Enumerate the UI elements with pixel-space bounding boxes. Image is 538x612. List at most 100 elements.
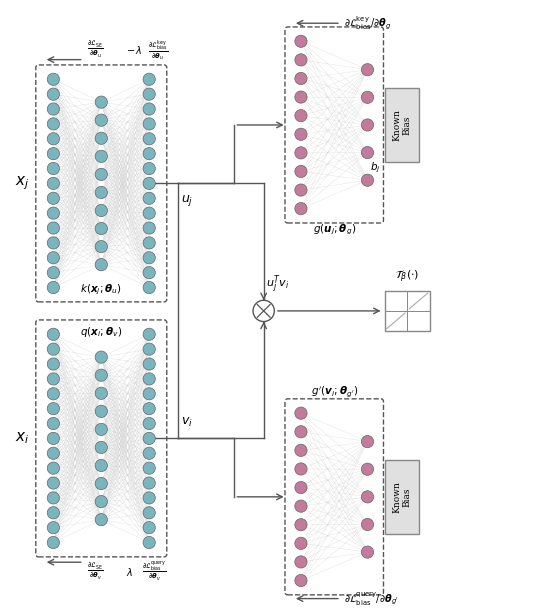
Circle shape: [47, 222, 60, 234]
Circle shape: [362, 436, 373, 448]
Circle shape: [47, 118, 60, 130]
Circle shape: [95, 150, 108, 162]
Text: $q(\boldsymbol{x}_i;\boldsymbol{\theta}_v)$: $q(\boldsymbol{x}_i;\boldsymbol{\theta}_…: [80, 325, 122, 339]
FancyBboxPatch shape: [385, 460, 419, 534]
Circle shape: [95, 96, 108, 108]
Circle shape: [47, 88, 60, 100]
Circle shape: [143, 403, 155, 415]
Text: $\frac{\partial \mathcal{L}_{\rm SE}}{\partial \boldsymbol{\theta}_v}$: $\frac{\partial \mathcal{L}_{\rm SE}}{\p…: [88, 562, 104, 582]
Circle shape: [47, 492, 60, 504]
Circle shape: [143, 133, 155, 145]
Circle shape: [47, 237, 60, 249]
Circle shape: [143, 177, 155, 190]
Circle shape: [143, 507, 155, 519]
Text: $x_j$: $x_j$: [15, 174, 29, 192]
Circle shape: [47, 358, 60, 370]
Circle shape: [143, 477, 155, 489]
Circle shape: [143, 252, 155, 264]
Circle shape: [295, 407, 307, 419]
Text: $\partial \mathcal{L}_{\rm bias}^{\rm query}/\partial \boldsymbol{\theta}_{g^{\p: $\partial \mathcal{L}_{\rm bias}^{\rm qu…: [344, 590, 399, 607]
Circle shape: [295, 426, 307, 438]
Circle shape: [362, 491, 373, 503]
Circle shape: [143, 492, 155, 504]
Circle shape: [47, 447, 60, 460]
Circle shape: [95, 241, 108, 253]
Text: $b_j$: $b_j$: [370, 160, 381, 174]
Text: $v_i$: $v_i$: [181, 416, 193, 429]
Circle shape: [143, 147, 155, 160]
Circle shape: [253, 300, 274, 321]
Circle shape: [47, 403, 60, 415]
Circle shape: [47, 252, 60, 264]
Circle shape: [295, 165, 307, 177]
Circle shape: [143, 521, 155, 534]
Text: $\frac{\partial \mathcal{L}_{\rm SE}}{\partial \boldsymbol{\theta}_u}$: $\frac{\partial \mathcal{L}_{\rm SE}}{\p…: [88, 40, 104, 60]
Circle shape: [295, 35, 307, 47]
Circle shape: [143, 417, 155, 430]
Circle shape: [143, 88, 155, 100]
Text: $-\,\lambda$: $-\,\lambda$: [126, 44, 143, 56]
Circle shape: [95, 387, 108, 400]
Circle shape: [362, 64, 373, 76]
Circle shape: [95, 369, 108, 381]
Circle shape: [143, 387, 155, 400]
Circle shape: [143, 267, 155, 279]
Circle shape: [295, 537, 307, 550]
Circle shape: [95, 513, 108, 526]
Circle shape: [143, 328, 155, 340]
Circle shape: [143, 237, 155, 249]
Text: $u_j$: $u_j$: [181, 193, 194, 208]
Circle shape: [143, 373, 155, 385]
Circle shape: [95, 424, 108, 436]
Circle shape: [47, 207, 60, 219]
FancyBboxPatch shape: [385, 88, 419, 162]
Circle shape: [295, 203, 307, 215]
Circle shape: [295, 518, 307, 531]
Text: $\partial \mathcal{L}_{\rm bias}^{\rm key}/\partial \boldsymbol{\theta}_g$: $\partial \mathcal{L}_{\rm bias}^{\rm ke…: [344, 15, 391, 32]
Circle shape: [143, 282, 155, 294]
Circle shape: [143, 447, 155, 460]
Circle shape: [95, 259, 108, 271]
Text: Known
Bias: Known Bias: [392, 481, 412, 513]
Circle shape: [47, 73, 60, 86]
Circle shape: [143, 207, 155, 219]
Text: $u_j^Tv_i$: $u_j^Tv_i$: [266, 274, 289, 296]
Text: $\mathcal{T}_\beta(\cdot)$: $\mathcal{T}_\beta(\cdot)$: [395, 268, 419, 285]
Circle shape: [47, 417, 60, 430]
Circle shape: [95, 186, 108, 198]
Circle shape: [143, 222, 155, 234]
Circle shape: [362, 463, 373, 476]
Circle shape: [362, 91, 373, 103]
Text: Known
Bias: Known Bias: [392, 109, 412, 141]
Circle shape: [362, 174, 373, 186]
Circle shape: [47, 147, 60, 160]
Circle shape: [47, 328, 60, 340]
Circle shape: [295, 128, 307, 140]
Circle shape: [362, 518, 373, 531]
Circle shape: [143, 343, 155, 356]
Circle shape: [47, 521, 60, 534]
Circle shape: [143, 103, 155, 115]
Circle shape: [47, 477, 60, 489]
Circle shape: [295, 482, 307, 494]
Text: $\frac{\partial \mathcal{L}_{\rm bias}^{\rm key}}{\partial \boldsymbol{\theta}_u: $\frac{\partial \mathcal{L}_{\rm bias}^{…: [147, 38, 168, 62]
Circle shape: [47, 133, 60, 145]
Circle shape: [143, 462, 155, 474]
Circle shape: [143, 432, 155, 444]
Circle shape: [47, 192, 60, 204]
Circle shape: [95, 132, 108, 144]
Circle shape: [95, 351, 108, 364]
Circle shape: [362, 119, 373, 131]
Circle shape: [143, 358, 155, 370]
Circle shape: [47, 373, 60, 385]
Circle shape: [47, 387, 60, 400]
Circle shape: [47, 462, 60, 474]
Circle shape: [95, 460, 108, 472]
Circle shape: [295, 147, 307, 159]
Circle shape: [295, 500, 307, 512]
Circle shape: [143, 537, 155, 548]
Text: $x_i$: $x_i$: [15, 431, 29, 446]
Circle shape: [95, 405, 108, 417]
Circle shape: [47, 343, 60, 356]
Circle shape: [362, 146, 373, 159]
